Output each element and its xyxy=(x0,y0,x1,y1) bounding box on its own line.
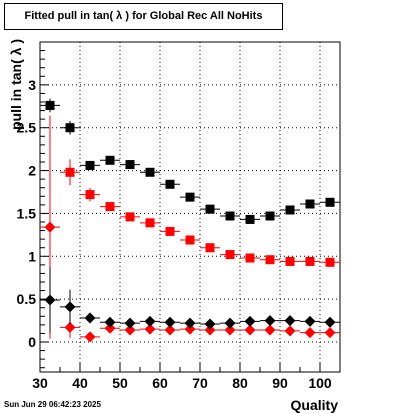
x-tick-label: 30 xyxy=(32,375,48,391)
data-point xyxy=(84,312,96,324)
data-point xyxy=(265,255,275,265)
data-point xyxy=(204,324,216,336)
data-point xyxy=(244,315,256,327)
data-point xyxy=(225,211,235,221)
data-point xyxy=(204,318,216,330)
data-point xyxy=(124,324,136,336)
data-point xyxy=(225,250,235,260)
data-point xyxy=(265,211,275,221)
data-point xyxy=(45,100,55,110)
data-point xyxy=(205,243,215,253)
data-point xyxy=(145,218,155,228)
chart-title-box: Fitted pull in tan( λ ) for Global Rec A… xyxy=(4,3,283,30)
x-tick-label: 40 xyxy=(72,375,88,391)
x-tick-label: 90 xyxy=(272,375,288,391)
data-point xyxy=(85,190,95,200)
data-point xyxy=(125,212,135,222)
data-point xyxy=(284,325,296,337)
data-point xyxy=(245,253,255,263)
data-point xyxy=(105,202,115,212)
data-point xyxy=(185,192,195,202)
data-point xyxy=(144,315,156,327)
data-point xyxy=(145,167,155,177)
data-point xyxy=(325,197,335,207)
data-point xyxy=(205,204,215,214)
data-point xyxy=(325,257,335,267)
y-tick-label: 1 xyxy=(28,248,36,264)
x-tick-label: 60 xyxy=(152,375,168,391)
data-point xyxy=(184,317,196,329)
data-point xyxy=(324,316,336,328)
series-2 xyxy=(60,159,340,267)
series-3 xyxy=(40,115,340,343)
data-point xyxy=(165,226,175,236)
data-point xyxy=(104,322,116,334)
data-point xyxy=(164,316,176,328)
y-tick-label: 0 xyxy=(28,334,36,350)
data-point xyxy=(264,315,276,327)
data-point xyxy=(44,221,56,233)
x-tick-label: 70 xyxy=(192,375,208,391)
data-point xyxy=(244,324,256,336)
y-tick-label: 0.5 xyxy=(17,291,37,307)
y-axis-title: pull in tan( λ ) xyxy=(8,39,24,130)
data-point xyxy=(224,317,236,329)
data-point xyxy=(305,199,315,209)
data-point xyxy=(304,315,316,327)
y-tick-label: 1.5 xyxy=(17,205,37,221)
data-point xyxy=(125,160,135,170)
axis-ticks xyxy=(39,50,341,372)
chart-title: Fitted pull in tan( λ ) for Global Rec A… xyxy=(24,10,263,22)
data-point xyxy=(64,321,76,333)
data-point xyxy=(224,324,236,336)
data-point xyxy=(185,235,195,245)
data-point xyxy=(164,324,176,336)
x-axis-title: Quality xyxy=(290,397,338,413)
x-tick-label: 100 xyxy=(308,375,332,391)
data-point xyxy=(264,324,276,336)
data-point xyxy=(285,205,295,215)
datestamp: Sun Jun 29 06:42:23 2025 xyxy=(4,400,101,409)
data-point xyxy=(124,317,136,329)
plot-frame xyxy=(39,41,341,373)
data-point xyxy=(65,123,75,133)
data-point xyxy=(284,315,296,327)
data-point xyxy=(165,179,175,189)
x-tick-label: 80 xyxy=(232,375,248,391)
data-point xyxy=(184,323,196,335)
data-series xyxy=(40,98,340,343)
data-point xyxy=(104,316,116,328)
data-point xyxy=(304,327,316,339)
y-axis-tick-labels: 0 0.5 1 1.5 2 2.5 3 xyxy=(17,77,37,350)
data-point xyxy=(324,327,336,339)
data-point xyxy=(305,256,315,266)
x-tick-label: 50 xyxy=(112,375,128,391)
data-point xyxy=(105,155,115,165)
data-point xyxy=(84,331,96,343)
data-point xyxy=(285,256,295,266)
series-4 xyxy=(40,267,340,333)
data-point xyxy=(65,167,75,177)
y-tick-label: 3 xyxy=(28,77,36,93)
data-point xyxy=(245,214,255,224)
data-point xyxy=(85,160,95,170)
series-1 xyxy=(40,98,340,224)
data-point xyxy=(144,323,156,335)
x-axis-tick-labels: 30 40 50 60 70 80 90 100 xyxy=(32,375,332,391)
data-point xyxy=(64,301,76,313)
y-tick-label: 2 xyxy=(28,163,36,179)
data-point xyxy=(44,294,56,306)
y-tick-label: 2.5 xyxy=(17,120,37,136)
